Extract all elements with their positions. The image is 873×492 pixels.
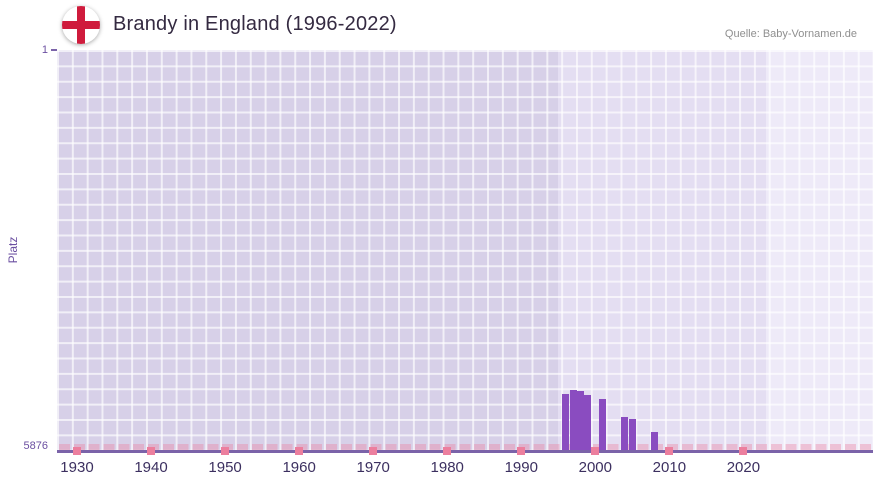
decade-marker-1940 <box>147 447 156 455</box>
bar-1998 <box>577 391 584 450</box>
x-tick-label: 1930 <box>60 459 94 476</box>
y-axis-top-tick <box>51 49 57 51</box>
x-tick-label: 1960 <box>282 459 316 476</box>
decade-marker-1990 <box>517 447 526 455</box>
x-tick-label: 2010 <box>652 459 687 476</box>
flag-cross-horizontal <box>62 21 100 29</box>
x-tick-label: 1980 <box>430 459 464 476</box>
chart-title: Brandy in England (1996-2022) <box>113 13 397 35</box>
decade-marker-1960 <box>295 447 304 455</box>
england-flag-icon <box>62 6 100 44</box>
year-tick-strip <box>57 444 873 450</box>
x-axis: 1930 1940 1950 1960 1970 1980 1990 2000 2010 2020 <box>0 459 873 485</box>
decade-marker-1930 <box>72 447 81 455</box>
source-attribution: Quelle: Baby-Vornamen.de <box>724 28 857 40</box>
decade-marker-2010 <box>665 447 674 455</box>
x-tick-label: 2020 <box>726 459 761 476</box>
x-axis-line <box>57 450 873 453</box>
x-tick-label: 1970 <box>356 459 390 476</box>
bar-2001 <box>599 399 607 450</box>
y-tick-top: 1 <box>41 44 48 56</box>
decade-marker-2020 <box>739 447 748 455</box>
plot-area <box>57 50 873 455</box>
grid-lines <box>57 50 873 450</box>
x-tick-label: 1940 <box>134 459 168 476</box>
bar-2005 <box>628 418 636 450</box>
x-tick-label: 1950 <box>208 459 242 476</box>
decade-marker-1980 <box>443 447 452 455</box>
decade-marker-1970 <box>369 447 378 455</box>
y-axis-title: Platz <box>6 236 20 264</box>
bar-1999 <box>584 395 592 450</box>
bar-1997 <box>569 390 577 450</box>
bar-2004 <box>621 416 629 450</box>
x-tick-label: 2000 <box>578 459 612 476</box>
decade-marker-1950 <box>221 447 230 455</box>
decade-marker-2000 <box>591 447 600 455</box>
y-tick-bottom: 5876 <box>23 440 48 452</box>
bar-1996 <box>562 393 570 450</box>
x-tick-label: 1990 <box>504 459 538 476</box>
bar-2008 <box>651 431 659 450</box>
